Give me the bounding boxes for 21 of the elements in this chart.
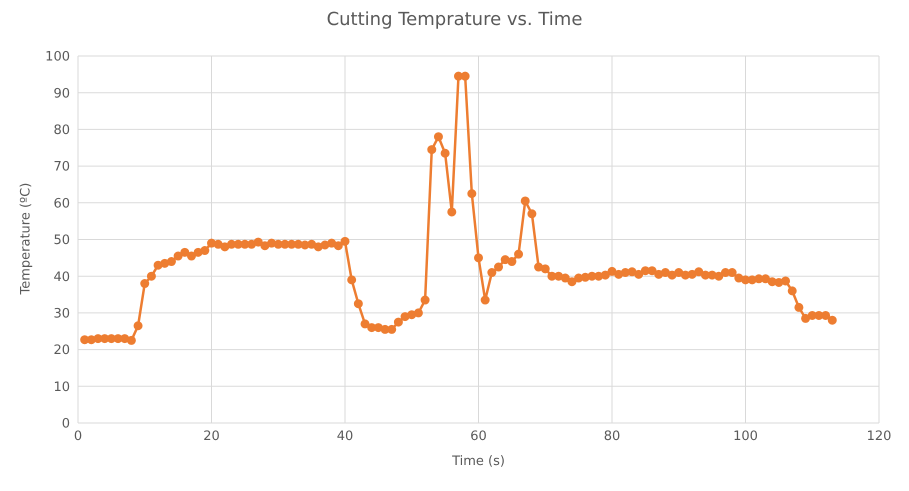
x-tick-label: 60 — [470, 429, 487, 444]
y-tick-label: 10 — [53, 380, 70, 395]
y-tick-label: 80 — [53, 123, 70, 138]
y-tick-label: 30 — [53, 306, 70, 322]
y-tick-label: 100 — [45, 50, 70, 65]
x-tick-label: 0 — [74, 429, 82, 444]
x-tick-label: 40 — [336, 429, 354, 444]
x-tick-label: 100 — [733, 429, 758, 444]
chart-title: Cutting Temprature vs. Time — [326, 8, 584, 32]
y-tick-label: 70 — [53, 160, 70, 175]
x-axis-title: Time (s) — [451, 454, 505, 469]
y-tick-label: 0 — [62, 416, 70, 432]
x-tick-label: 20 — [203, 429, 220, 444]
y-tick-label: 20 — [53, 343, 70, 358]
y-tick-label: 50 — [53, 233, 70, 248]
x-tick-label: 120 — [866, 429, 892, 444]
y-tick-label: 90 — [53, 86, 70, 102]
y-tick-label: 60 — [53, 196, 70, 212]
x-tick-label: 80 — [604, 429, 620, 444]
y-tick-label: 40 — [53, 270, 70, 285]
y-axis-title: Temperature (ºC) — [18, 182, 34, 296]
